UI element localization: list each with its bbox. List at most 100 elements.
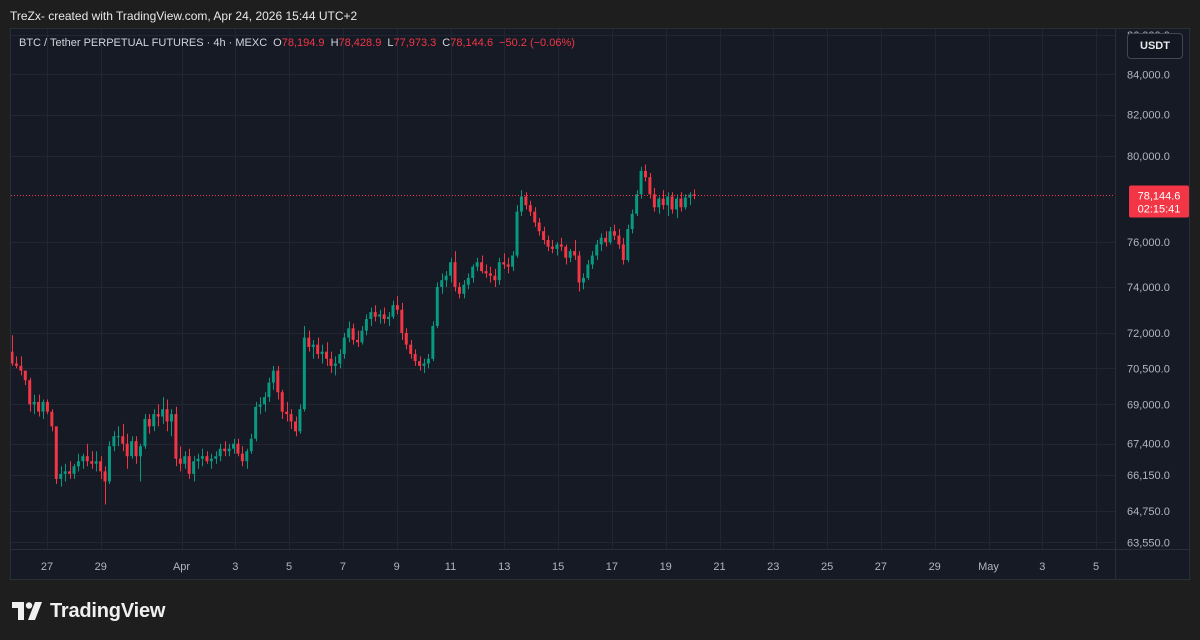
candle-body[interactable] <box>59 473 63 479</box>
candle-body[interactable] <box>670 196 674 210</box>
candle-body[interactable] <box>103 471 107 482</box>
candle-body[interactable] <box>621 244 625 260</box>
candle-body[interactable] <box>635 194 639 214</box>
candle-body[interactable] <box>174 414 178 459</box>
candle-body[interactable] <box>245 451 249 462</box>
candle-body[interactable] <box>395 305 399 310</box>
candle-body[interactable] <box>409 344 413 355</box>
candle-body[interactable] <box>683 197 687 208</box>
candle-body[interactable] <box>404 332 408 345</box>
candle-body[interactable] <box>63 471 67 474</box>
candle-body[interactable] <box>209 458 213 462</box>
candle-body[interactable] <box>515 211 519 256</box>
candle-body[interactable] <box>200 456 204 459</box>
candle-body[interactable] <box>76 461 80 467</box>
candle-body[interactable] <box>329 358 333 366</box>
candle-body[interactable] <box>444 275 448 281</box>
candle-body[interactable] <box>502 262 506 265</box>
candle-body[interactable] <box>391 305 395 317</box>
candle-body[interactable] <box>413 354 417 362</box>
candle-body[interactable] <box>568 251 572 258</box>
candle-body[interactable] <box>23 370 27 381</box>
candle-body[interactable] <box>276 370 280 393</box>
symbol-title[interactable]: BTC / Tether PERPETUAL FUTURES · 4h · ME… <box>19 37 268 49</box>
candle-body[interactable] <box>112 436 116 447</box>
candle-body[interactable] <box>289 414 293 422</box>
candle-body[interactable] <box>679 198 683 208</box>
candle-body[interactable] <box>519 196 523 212</box>
candle-body[interactable] <box>400 309 404 333</box>
candle-body[interactable] <box>54 426 58 479</box>
candle-body[interactable] <box>435 286 439 326</box>
candle-body[interactable] <box>604 237 608 243</box>
candle-body[interactable] <box>453 262 457 287</box>
candle-body[interactable] <box>449 262 453 276</box>
candle-body[interactable] <box>559 244 563 247</box>
candle-body[interactable] <box>50 411 54 427</box>
candle-body[interactable] <box>138 446 142 457</box>
candle-body[interactable] <box>85 456 89 462</box>
candle-body[interactable] <box>626 229 630 260</box>
candle-body[interactable] <box>356 339 360 343</box>
candle-body[interactable] <box>94 461 98 464</box>
candle-body[interactable] <box>484 271 488 274</box>
candle-body[interactable] <box>488 273 492 276</box>
candle-body[interactable] <box>285 411 289 415</box>
candle-body[interactable] <box>643 170 647 178</box>
price-chart[interactable]: 86,000.084,000.082,000.080,000.076,000.0… <box>11 29 1190 580</box>
candle-body[interactable] <box>630 213 634 230</box>
candle-body[interactable] <box>550 246 554 249</box>
candle-body[interactable] <box>480 262 484 272</box>
candle-body[interactable] <box>333 363 337 366</box>
candle-body[interactable] <box>107 446 111 482</box>
candle-body[interactable] <box>196 458 200 462</box>
candle-body[interactable] <box>165 409 169 422</box>
candle-body[interactable] <box>267 382 271 398</box>
candle-body[interactable] <box>183 456 187 464</box>
candle-body[interactable] <box>302 337 306 410</box>
candle-body[interactable] <box>418 361 422 366</box>
candle-body[interactable] <box>147 418 151 427</box>
candle-body[interactable] <box>471 266 475 278</box>
candle-body[interactable] <box>156 414 160 417</box>
candle-body[interactable] <box>258 404 262 407</box>
candle-body[interactable] <box>254 406 258 439</box>
candle-body[interactable] <box>608 231 612 243</box>
candle-body[interactable] <box>422 363 426 366</box>
candle-body[interactable] <box>364 319 368 331</box>
tradingview-logo[interactable]: TradingView <box>12 598 165 624</box>
candle-body[interactable] <box>90 461 94 464</box>
candle-body[interactable] <box>652 194 656 208</box>
candle-body[interactable] <box>666 196 670 206</box>
candle-body[interactable] <box>152 414 156 427</box>
candle-body[interactable] <box>457 286 461 294</box>
candle-body[interactable] <box>68 471 72 474</box>
candle-body[interactable] <box>639 170 643 195</box>
candle-body[interactable] <box>187 456 191 474</box>
candle-body[interactable] <box>161 409 165 417</box>
candle-body[interactable] <box>657 198 661 208</box>
candle-body[interactable] <box>121 436 125 444</box>
candle-body[interactable] <box>72 466 76 474</box>
candle-body[interactable] <box>130 441 134 457</box>
candle-body[interactable] <box>99 461 103 472</box>
candle-body[interactable] <box>263 397 267 405</box>
candle-body[interactable] <box>675 198 678 210</box>
candle-body[interactable] <box>41 401 45 412</box>
candle-body[interactable] <box>586 264 590 278</box>
candle-body[interactable] <box>555 244 559 249</box>
candle-body[interactable] <box>11 351 14 364</box>
candle-body[interactable] <box>577 255 581 283</box>
candle-body[interactable] <box>373 312 377 317</box>
candle-body[interactable] <box>462 284 466 294</box>
candle-body[interactable] <box>298 409 302 432</box>
candle-body[interactable] <box>19 365 23 371</box>
candle-body[interactable] <box>497 262 501 281</box>
candle-body[interactable] <box>612 231 616 236</box>
candle-body[interactable] <box>378 314 382 317</box>
candle-body[interactable] <box>493 275 497 281</box>
candle-body[interactable] <box>227 448 231 452</box>
candle-body[interactable] <box>599 237 603 245</box>
candle-body[interactable] <box>271 370 275 383</box>
candle-body[interactable] <box>524 196 528 206</box>
